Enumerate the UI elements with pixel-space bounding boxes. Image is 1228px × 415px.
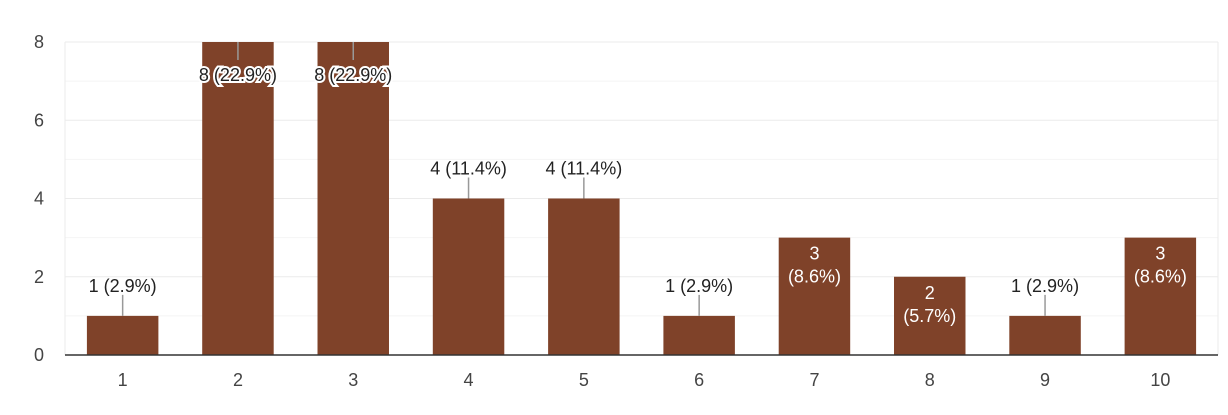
x-tick-label: 5 [579, 370, 589, 390]
data-label: 1 (2.9%) [89, 276, 157, 296]
y-tick-label: 2 [34, 267, 44, 287]
bar [1009, 315, 1081, 355]
bar [894, 276, 966, 355]
data-label: 1 (2.9%) [1011, 276, 1079, 296]
data-label: 3 (8.6%) [1134, 244, 1187, 287]
x-tick-label: 9 [1040, 370, 1050, 390]
bar [202, 42, 274, 355]
bar [1124, 237, 1197, 355]
x-tick-label: 10 [1150, 370, 1170, 390]
data-label: 8 (22.9%) [314, 65, 392, 85]
bar [432, 198, 505, 355]
bar [86, 315, 159, 355]
x-tick-label: 1 [118, 370, 128, 390]
data-labels: 1 (2.9%) 8 (22.9%) 8 (22.9%) 4 (11.4%) 4 (11… [89, 42, 1187, 326]
y-axis-ticks: 0 2 4 6 8 [34, 32, 44, 365]
x-tick-label: 2 [233, 370, 243, 390]
bar [548, 198, 620, 355]
bar [317, 42, 389, 355]
y-tick-label: 4 [34, 189, 44, 209]
data-label: 1 (2.9%) [665, 276, 733, 296]
y-tick-label: 6 [34, 110, 44, 130]
data-label: 2 (5.7%) [903, 283, 956, 326]
x-tick-label: 3 [348, 370, 358, 390]
x-tick-label: 7 [809, 370, 819, 390]
bar [778, 237, 851, 355]
y-tick-label: 8 [34, 32, 44, 52]
data-label: 3 (8.6%) [788, 244, 841, 287]
x-axis-ticks: 1 2 3 4 5 6 7 8 9 10 [118, 370, 1171, 390]
x-tick-label: 8 [925, 370, 935, 390]
x-tick-label: 6 [694, 370, 704, 390]
y-tick-label: 0 [34, 345, 44, 365]
bars [86, 42, 1197, 355]
x-tick-label: 4 [464, 370, 474, 390]
data-label: 8 (22.9%) [199, 65, 277, 85]
data-label: 4 (11.4%) [430, 159, 507, 179]
data-label: 4 (11.4%) [545, 159, 622, 179]
bar [663, 315, 735, 355]
